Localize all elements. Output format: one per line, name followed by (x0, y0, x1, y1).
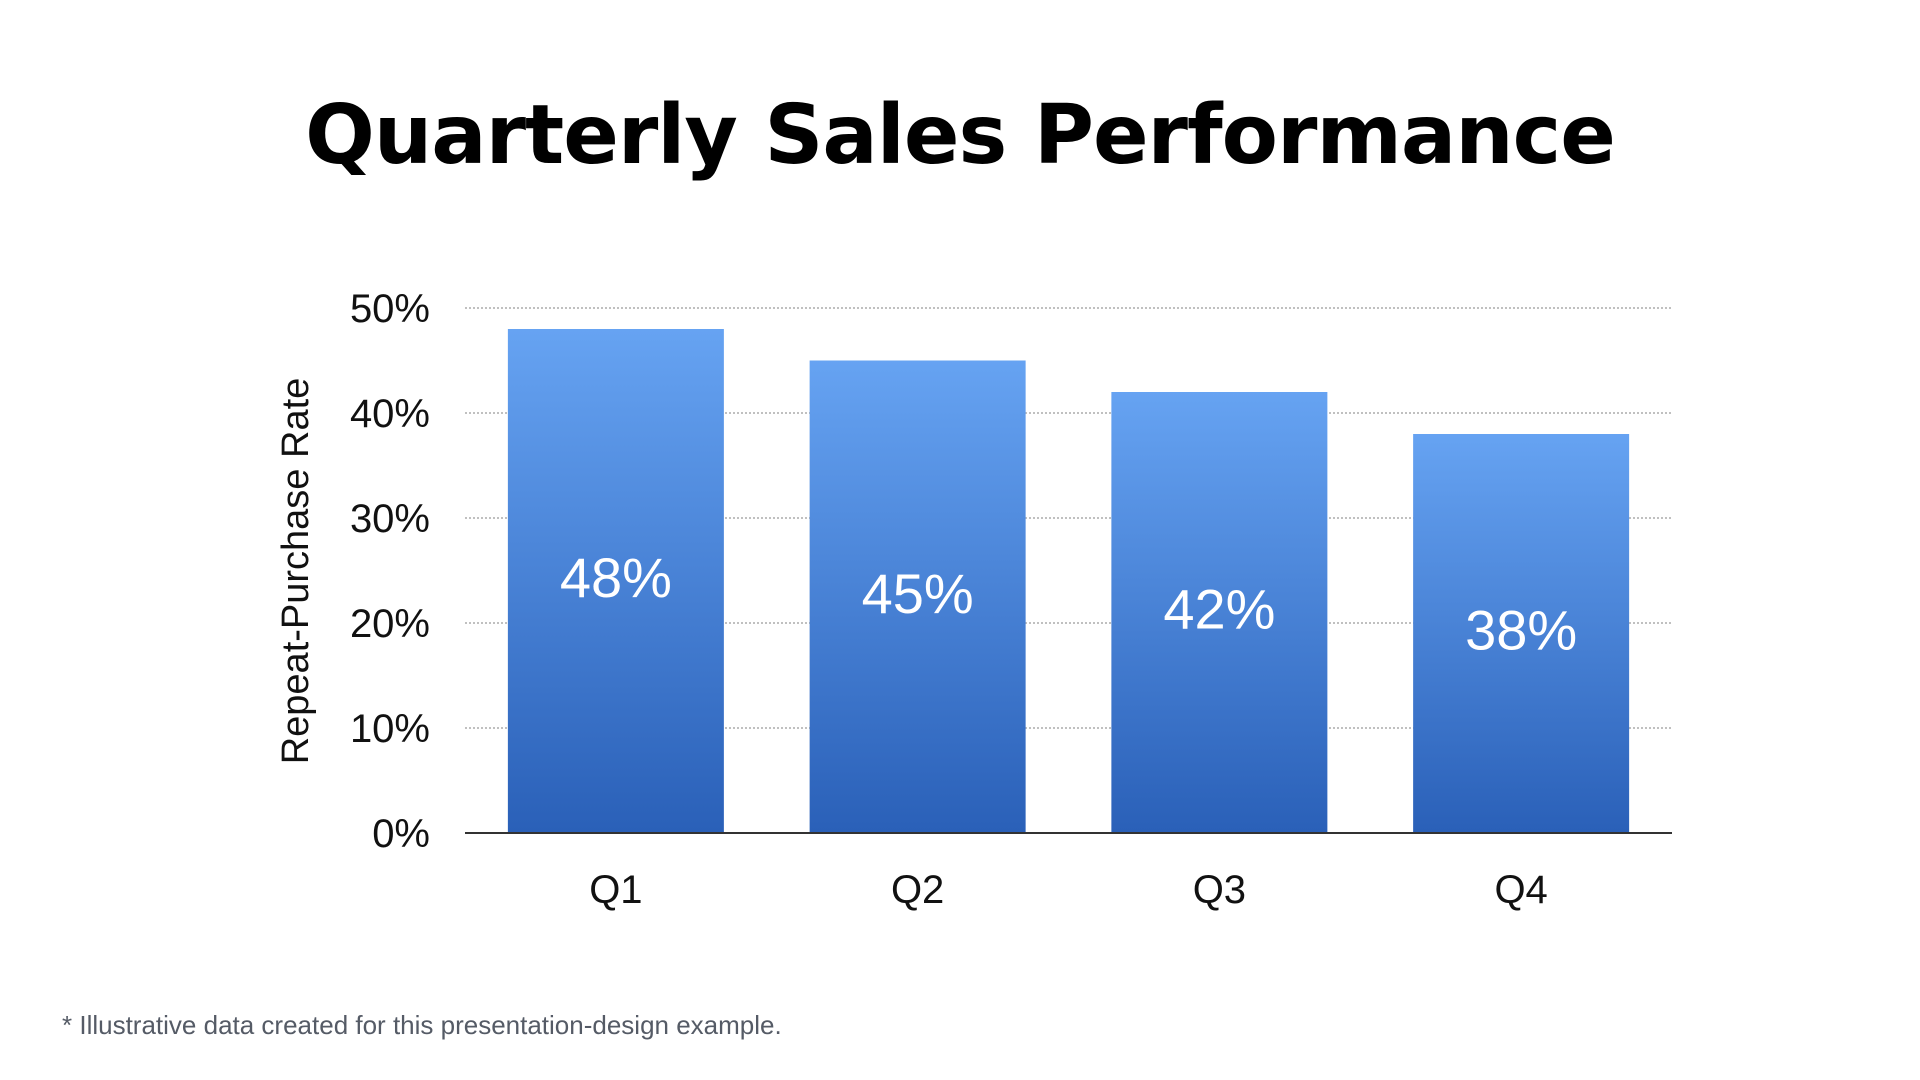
bar-value-label: 42% (1163, 578, 1275, 641)
footnote: * Illustrative data created for this pre… (62, 1010, 782, 1040)
y-tick-label: 30% (350, 497, 430, 541)
bar-value-label: 48% (560, 546, 672, 609)
bar-q3 (1111, 392, 1328, 833)
x-tick-label: Q2 (891, 868, 944, 912)
x-tick-label: Q4 (1494, 868, 1547, 912)
chart-title: Quarterly Sales Performance (305, 88, 1616, 183)
y-tick-label: 10% (350, 707, 430, 751)
y-tick-label: 50% (350, 287, 430, 331)
y-axis-label: Repeat-Purchase Rate (275, 378, 317, 765)
x-tick-label: Q1 (589, 868, 642, 912)
y-tick-label: 0% (372, 812, 430, 856)
x-tick-label: Q3 (1193, 868, 1246, 912)
bar-value-label: 38% (1465, 599, 1577, 662)
bar-q1 (507, 329, 724, 833)
bar-q2 (809, 360, 1026, 833)
bar-value-label: 45% (862, 562, 974, 625)
labels: 0% 10% 20% 30% 40% 50% 48% Q1 45% Q2 42% Q3 38% Q4 Rep… (275, 287, 1577, 912)
y-tick-label: 40% (350, 392, 430, 436)
y-tick-label: 20% (350, 602, 430, 646)
bar-q4 (1413, 434, 1630, 833)
bars (507, 329, 1630, 833)
